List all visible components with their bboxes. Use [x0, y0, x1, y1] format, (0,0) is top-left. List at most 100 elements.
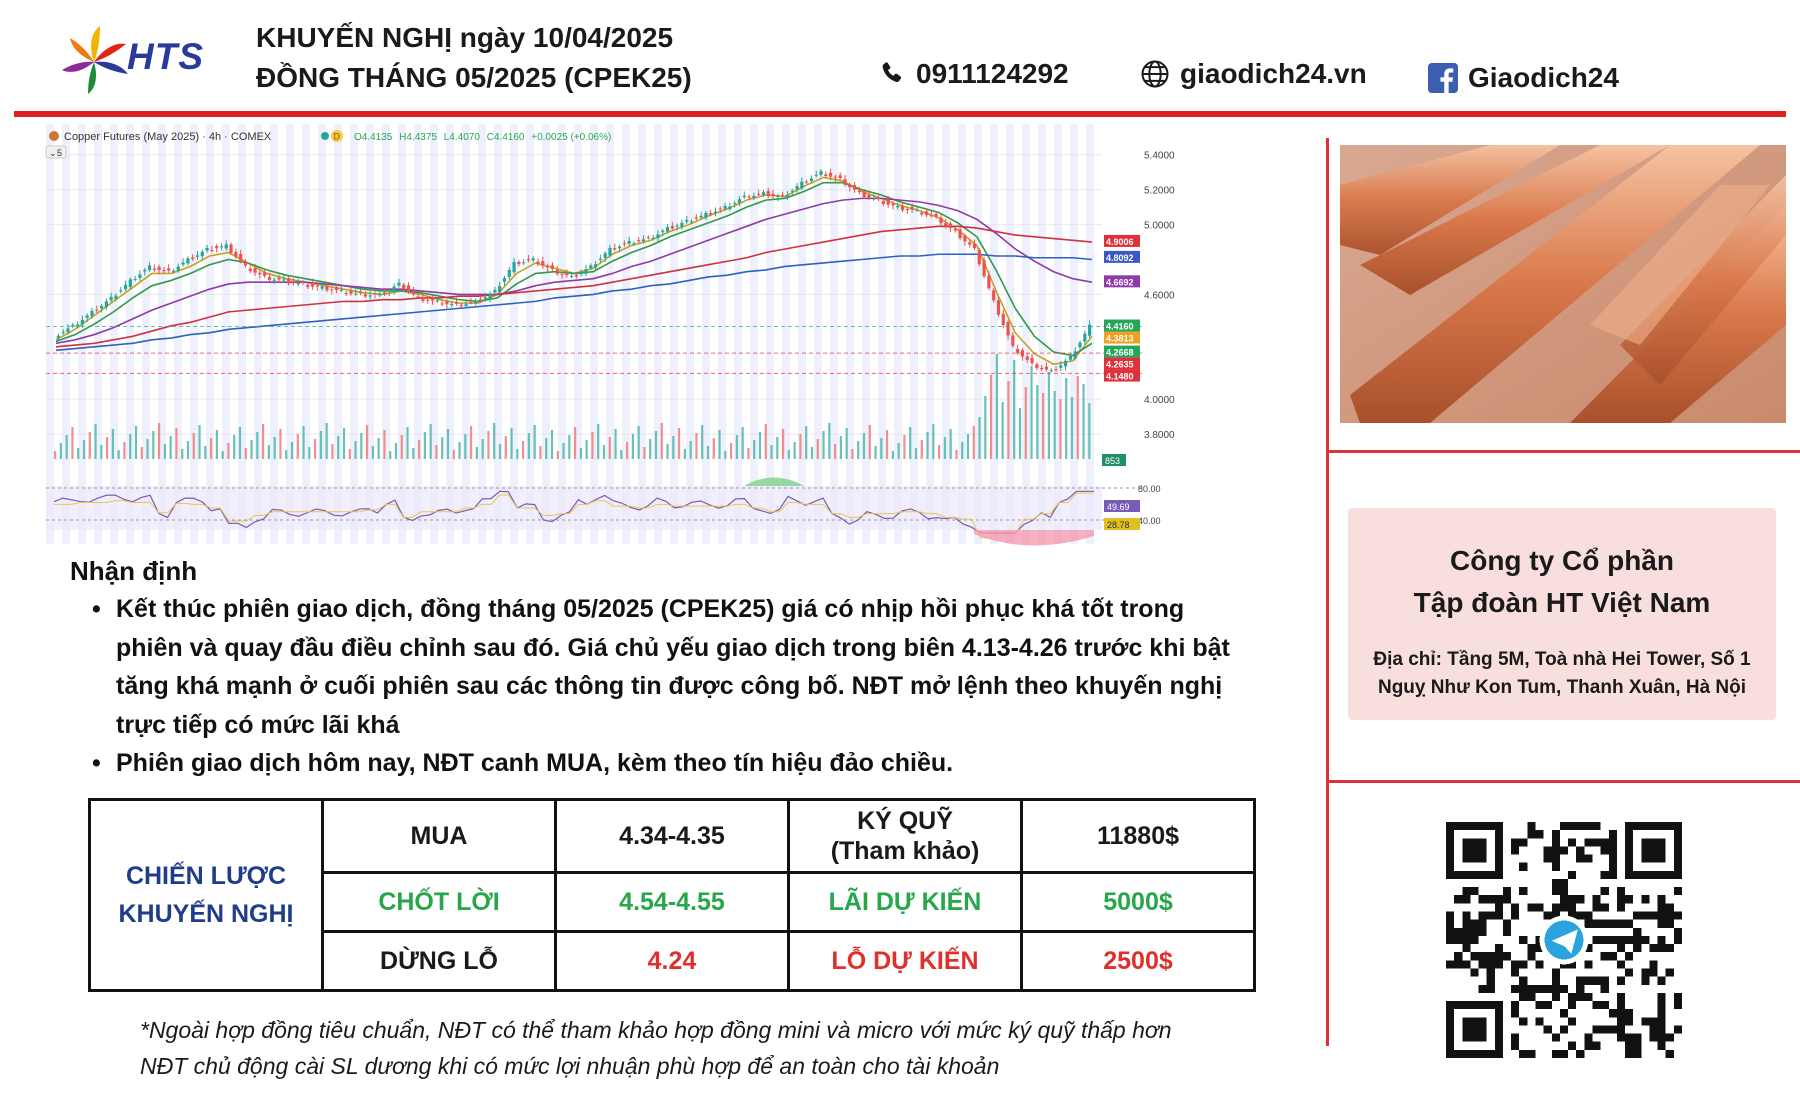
qr-module	[1478, 952, 1487, 961]
strategy-label: CHIẾN LƯỢC KHUYẾN NGHỊ	[88, 798, 324, 992]
chart-background-stripe	[734, 124, 742, 544]
qr-module	[1486, 960, 1495, 969]
candle-body	[402, 284, 406, 290]
qr-module	[1511, 968, 1520, 977]
qr-module	[1649, 1017, 1658, 1026]
qr-module	[1608, 1009, 1617, 1018]
analysis-bullet: Kết thúc phiên giao dịch, đồng tháng 05/…	[90, 590, 1305, 744]
candle-body	[210, 250, 214, 252]
brand-name: HTS	[127, 36, 204, 77]
company-name-line: Tập đoàn HT Việt Nam	[1413, 587, 1711, 618]
volume-bar	[886, 430, 889, 459]
candle-body	[363, 294, 367, 297]
volume-bar	[279, 429, 282, 459]
qr-module	[1559, 984, 1569, 993]
qr-module	[1478, 960, 1487, 969]
volume-bar	[400, 435, 403, 459]
qr-module	[1543, 846, 1552, 855]
interval-badge-label: D	[334, 132, 341, 142]
chevron-down-icon: ⌄	[49, 148, 57, 158]
qr-module	[1462, 927, 1471, 936]
qr-module	[1608, 870, 1617, 879]
candle-body	[1006, 321, 1010, 336]
qr-module	[1527, 984, 1536, 993]
facebook-link[interactable]: Giaodich24	[1428, 62, 1619, 94]
collapse-indicators-button[interactable]	[45, 145, 67, 159]
qr-module	[1519, 1017, 1528, 1026]
volume-bar	[1036, 385, 1039, 459]
candle-body	[517, 261, 521, 265]
qr-module	[1608, 838, 1617, 847]
chart-background-stripe	[254, 124, 262, 544]
candle-body	[224, 244, 228, 249]
analysis-list: Kết thúc phiên giao dịch, đồng tháng 05/…	[90, 590, 1305, 783]
strategy-table: CHIẾN LƯỢC KHUYẾN NGHỊ MUA 4.34-4.35 KÝ …	[88, 798, 1256, 992]
candle-body	[1049, 370, 1053, 372]
volume-bar	[504, 436, 507, 459]
volume-bar	[839, 436, 842, 459]
qr-module	[1551, 968, 1560, 977]
volume-bar	[296, 434, 299, 459]
qr-module	[1568, 870, 1577, 879]
qr-module	[1649, 960, 1658, 969]
chart-background-stripe	[574, 124, 582, 544]
volume-bar	[1053, 391, 1056, 459]
qr-module	[1502, 952, 1512, 961]
candle-body	[191, 257, 195, 259]
chart-background-stripe	[910, 124, 918, 544]
candle-body	[143, 269, 147, 272]
phone-contact[interactable]: 0911124292	[878, 58, 1069, 90]
volume-bar	[793, 442, 796, 459]
qr-module	[1665, 911, 1674, 920]
candle-body	[905, 209, 909, 211]
table-row: CHIẾN LƯỢC KHUYẾN NGHỊ MUA 4.34-4.35 KÝ …	[88, 798, 1256, 992]
market-status-icon	[321, 132, 329, 140]
chart-background-stripe	[526, 124, 534, 544]
volume-bar	[891, 451, 894, 459]
stop-loss-price: 4.24	[554, 930, 790, 992]
website-link[interactable]: giaodich24.vn	[1140, 58, 1367, 90]
candle-body	[651, 238, 655, 240]
qr-module	[1494, 952, 1503, 961]
candle-body	[1035, 364, 1039, 369]
qr-module	[1568, 1041, 1577, 1050]
volume-bar	[238, 427, 242, 459]
qr-module	[1584, 911, 1593, 920]
candle-body	[776, 195, 780, 197]
qr-module	[1625, 952, 1634, 961]
candle-body	[248, 268, 252, 272]
candle-body	[464, 304, 468, 307]
qr-module	[1511, 1033, 1520, 1042]
right-section-divider	[1326, 450, 1800, 453]
candle-body	[478, 299, 483, 301]
qr-code[interactable]	[1446, 822, 1682, 1058]
qr-module	[1584, 1041, 1593, 1050]
candle-body	[306, 284, 310, 287]
candle-body	[627, 240, 631, 244]
qr-module	[1616, 895, 1626, 904]
volume-bar	[620, 450, 623, 459]
qr-module	[1446, 960, 1455, 969]
volume-bar	[1070, 397, 1074, 459]
candle-body	[656, 234, 660, 239]
price-chart[interactable]: 5.4000 5.2000 5.0000 4.6000 4.0000 3.8000 853 8…	[44, 124, 1306, 556]
candle-body	[805, 181, 809, 183]
volume-bar	[348, 449, 351, 459]
candle-body	[1078, 342, 1082, 348]
moving-average-line	[55, 253, 1093, 352]
volume-bar	[123, 442, 126, 459]
chart-background-stripe	[398, 124, 406, 544]
qr-module	[1454, 960, 1463, 969]
volume-bar	[88, 432, 91, 459]
volume-bar	[65, 435, 68, 459]
qr-module	[1511, 846, 1520, 855]
qr-module	[1576, 822, 1585, 831]
volume-bar	[412, 448, 415, 459]
candle-body	[996, 300, 1001, 315]
price-label-badge	[1104, 250, 1140, 263]
candle-body	[550, 265, 555, 269]
chart-background-stripe	[974, 124, 982, 544]
volume-bar	[493, 423, 496, 459]
qr-module	[1600, 935, 1609, 945]
candle-body	[502, 277, 507, 282]
